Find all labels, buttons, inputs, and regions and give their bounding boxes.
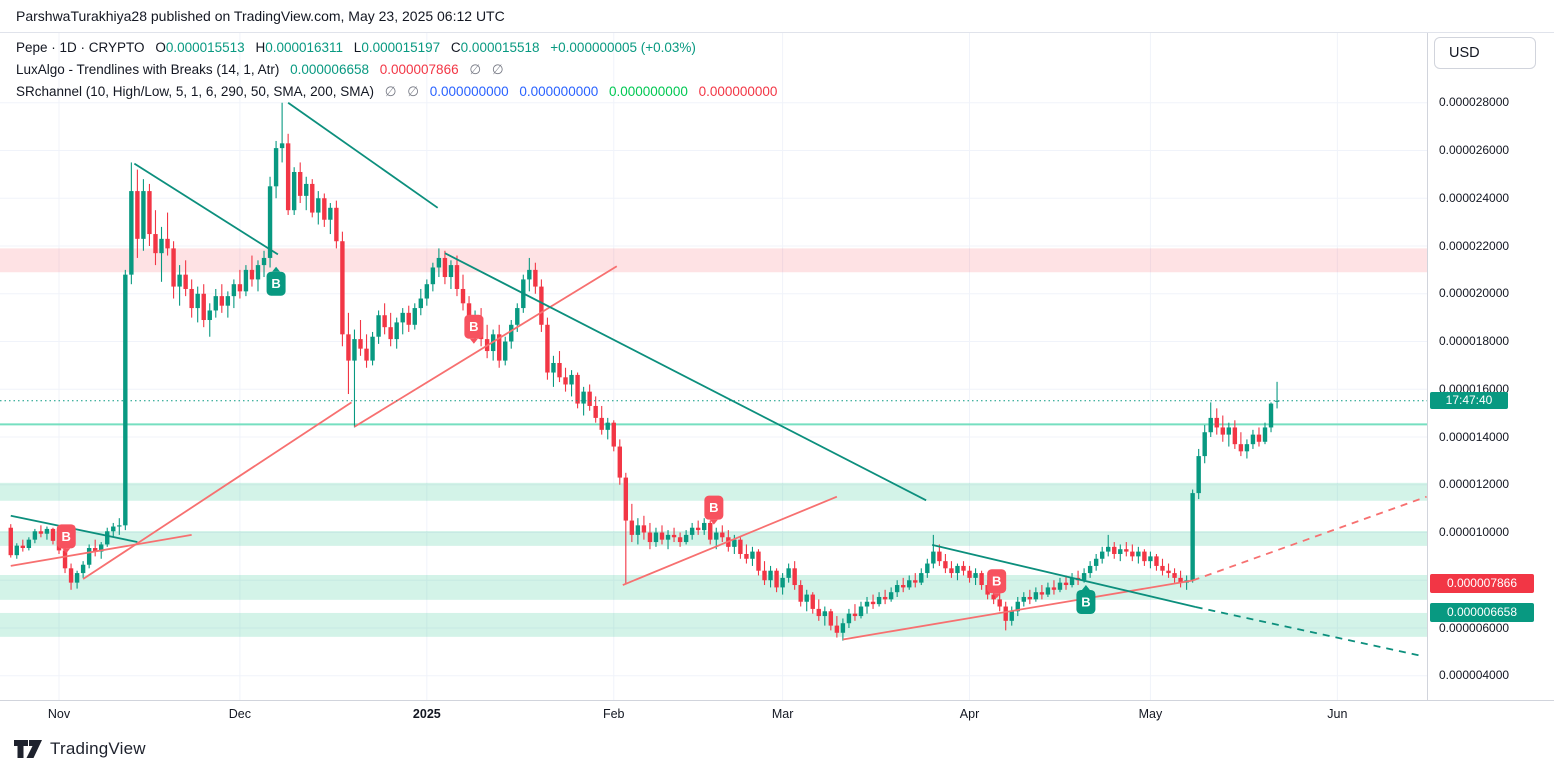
low-value: 0.000015197 xyxy=(361,40,441,55)
srchannel-value-2: 0.000000000 xyxy=(519,84,599,99)
svg-text:B: B xyxy=(709,500,718,515)
luxalgo-down-value: 0.000007866 xyxy=(379,62,459,77)
legend-symbol-row: Pepe · 1D · CRYPTO O0.000015513 H0.00001… xyxy=(16,37,777,59)
low-label: L xyxy=(353,40,362,55)
currency-button[interactable]: USD xyxy=(1434,37,1536,69)
open-value: 0.000015513 xyxy=(165,40,245,55)
bar-close-countdown-badge: 17:47:40 xyxy=(1430,392,1508,410)
luxalgo-empty-2: ∅ xyxy=(491,62,504,77)
price-tick-label: 0.000026000 xyxy=(1439,143,1510,157)
srchannel-empty-2: ∅ xyxy=(407,84,420,99)
price-tick-label: 0.000012000 xyxy=(1439,477,1510,492)
time-tick-label: Mar xyxy=(771,707,794,721)
tradingview-logo-text: TradingView xyxy=(50,739,146,758)
time-tick-label: Dec xyxy=(228,707,251,721)
srchannel-title: SRchannel (10, High/Low, 5, 1, 6, 290, 5… xyxy=(16,84,374,99)
price-tick-label: 0.000004000 xyxy=(1439,668,1510,683)
svg-text:B: B xyxy=(1081,594,1090,609)
srchannel-empty-1: ∅ xyxy=(384,84,397,99)
price-tick-label: 0.000022000 xyxy=(1439,238,1510,253)
time-tick-label: 2025 xyxy=(412,707,441,721)
time-axis[interactable]: Nov Dec 2025 Feb Mar Apr May Jun xyxy=(0,700,1554,730)
price-tick-label: 0.000020000 xyxy=(1439,286,1510,301)
symbol-title: Pepe · 1D · CRYPTO xyxy=(16,40,145,55)
legend-srchannel-row: SRchannel (10, High/Low, 5, 1, 6, 290, 5… xyxy=(16,81,777,103)
high-label: H xyxy=(255,40,266,55)
tradingview-logo[interactable]: TradingView xyxy=(14,738,146,760)
price-tick-label: 0.000028000 xyxy=(1439,95,1510,110)
luxalgo-title: LuxAlgo - Trendlines with Breaks (14, 1,… xyxy=(16,62,280,77)
high-value: 0.000016311 xyxy=(265,40,344,55)
price-tick-label: 0.000024000 xyxy=(1439,190,1510,205)
price-tick-label: 0.000006000 xyxy=(1439,620,1510,635)
price-axis[interactable]: USD 0.000028000 0.000026000 0.000024000 0.0… xyxy=(1427,33,1554,700)
chart-legend: Pepe · 1D · CRYPTO O0.000015513 H0.00001… xyxy=(16,37,777,103)
srchannel-value-4: 0.000000000 xyxy=(698,84,778,99)
trendline-price-badge-teal: 0.000006658 xyxy=(1430,602,1534,622)
price-tick-label: 0.000014000 xyxy=(1439,429,1510,444)
srchannel-value-3: 0.000000000 xyxy=(609,84,688,99)
svg-text:B: B xyxy=(992,574,1001,589)
close-label: C xyxy=(450,40,461,55)
change-value: +0.000000005 (+0.03%) xyxy=(550,40,696,55)
time-tick-label: Nov xyxy=(47,707,71,721)
legend-luxalgo-row: LuxAlgo - Trendlines with Breaks (14, 1,… xyxy=(16,59,777,81)
time-tick-label: Feb xyxy=(602,707,625,721)
time-tick-label: May xyxy=(1138,707,1163,721)
time-tick-label: Jun xyxy=(1327,707,1348,721)
srchannel-value-1: 0.000000000 xyxy=(429,84,509,99)
luxalgo-empty-1: ∅ xyxy=(469,62,482,77)
time-tick-label: Apr xyxy=(959,707,980,721)
attribution-text: ParshwaTurakhiya28 published on TradingV… xyxy=(16,8,505,24)
footer-bar: TradingView xyxy=(0,730,1554,772)
svg-text:B: B xyxy=(62,529,71,544)
price-tick-label: 0.000018000 xyxy=(1439,334,1510,348)
price-tick-label: 0.000010000 xyxy=(1439,525,1510,539)
tradingview-logo-icon xyxy=(14,740,42,758)
svg-text:B: B xyxy=(271,276,280,291)
close-value: 0.000015518 xyxy=(460,40,540,55)
svg-text:B: B xyxy=(469,319,478,334)
trendline-price-badge-red: 0.000007866 xyxy=(1430,573,1534,593)
luxalgo-up-value: 0.000006658 xyxy=(290,62,369,77)
open-label: O xyxy=(155,40,166,55)
attribution-bar: ParshwaTurakhiya28 published on TradingV… xyxy=(0,0,1554,33)
